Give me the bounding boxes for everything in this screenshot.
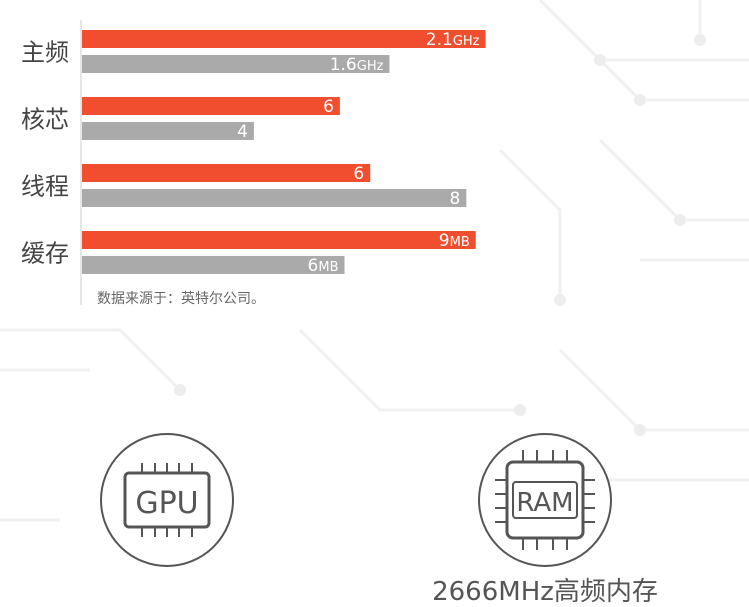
category-label: 核芯 [21,106,69,134]
bar-value-label: 8 [449,189,460,209]
category-label: 缓存 [21,240,69,268]
ram-feature: RAM [475,430,615,570]
gpu-icon-label: GPU [135,486,198,521]
gpu-chip-icon: GPU [100,433,234,567]
bar-value-label: 6 [353,164,364,184]
bar [82,256,345,274]
bar [82,55,390,73]
bars-layer: 主频 2.1GHz 1.6GHz 核芯 6 4 线程 6 8 缓存 9MB 6MB [21,30,486,276]
bar [82,189,467,207]
bar-value-label: 6MB [308,256,339,276]
bar [82,97,340,115]
bar [82,164,371,182]
bar-value-label: 6 [323,97,334,117]
bar [82,122,254,140]
category-label: 线程 [21,173,69,201]
bar-value-label: 2.1GHz [426,30,480,50]
bar-value-label: 1.6GHz [330,55,384,75]
bar-value-label: 9MB [439,231,470,251]
source-note: 数据来源于：英特尔公司。 [97,290,265,307]
bar [82,231,476,249]
gpu-feature: GPU [97,430,237,570]
category-label: 主频 [21,39,69,67]
bar-chart: 主频 2.1GHz 1.6GHz 核芯 6 4 线程 6 8 缓存 9MB 6MB 数据来源于：英特尔… [21,20,486,307]
ram-chip-icon: RAM [478,433,612,567]
ram-icon-label: RAM [516,488,573,518]
bar-value-label: 4 [237,122,248,142]
bar [82,30,486,48]
ram-caption: 2666MHz高频内存 [432,577,658,607]
